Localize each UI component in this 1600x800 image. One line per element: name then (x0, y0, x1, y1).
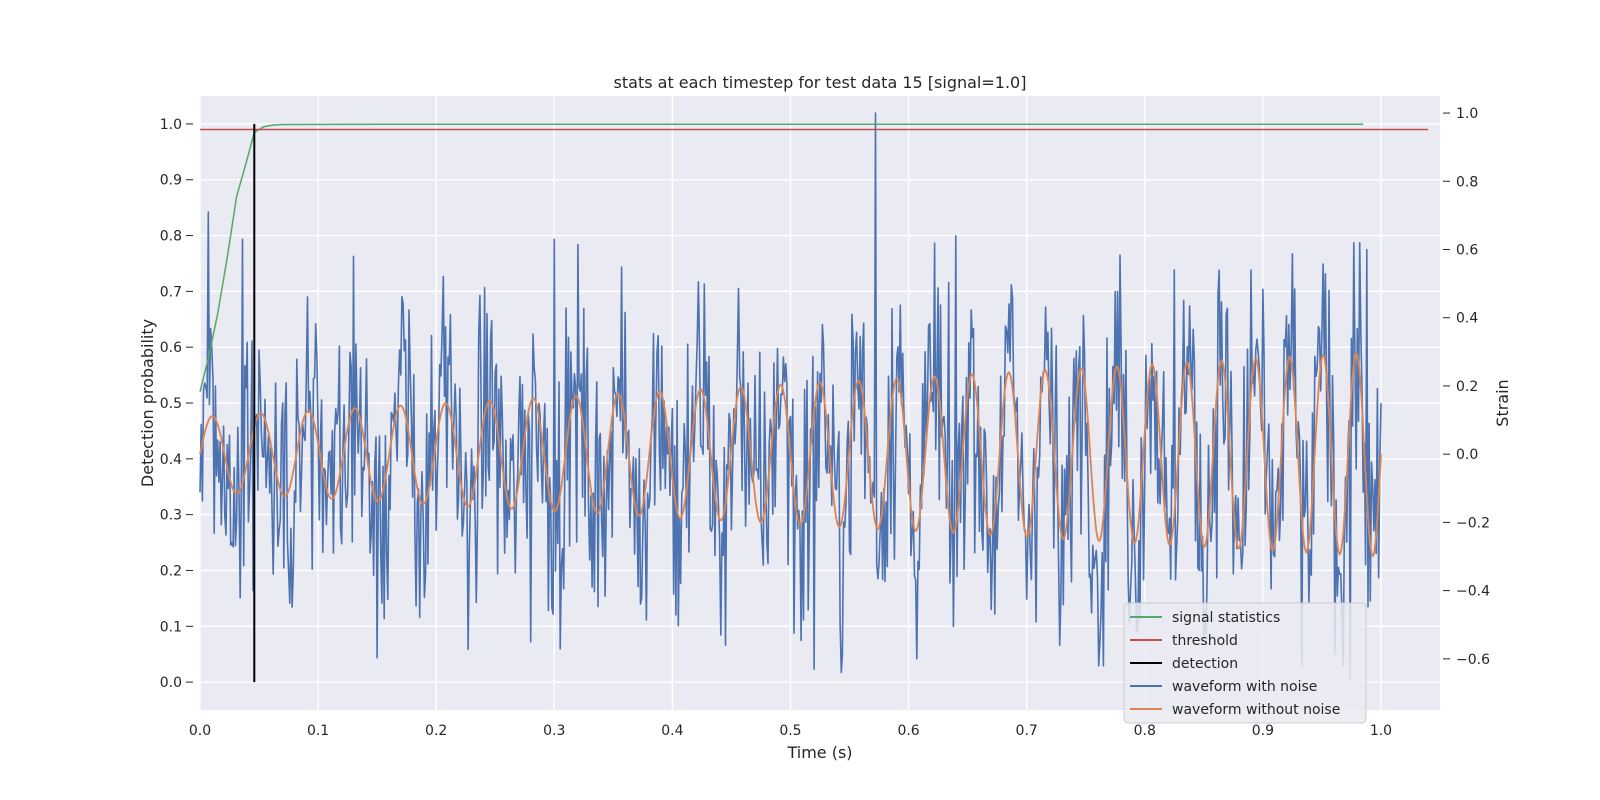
y-right-tick-label: −0.6 (1456, 652, 1490, 668)
y-right-tick-label: −0.2 (1456, 515, 1490, 531)
y-right-tick-label: 0.6 (1456, 243, 1478, 259)
y-right-tick-label: 0.8 (1456, 174, 1478, 190)
series-waveform-with-noise (199, 112, 1382, 681)
x-tick-label: 0.3 (543, 723, 565, 739)
legend-label: detection (1172, 656, 1238, 672)
x-tick-label: 1.0 (1370, 723, 1392, 739)
y-left-tick-label: 0.7 (160, 284, 182, 300)
y-right-tick-label: 0.2 (1456, 379, 1478, 395)
legend: signal statistics threshold detection wavef… (1123, 602, 1367, 724)
legend-label: signal statistics (1172, 610, 1280, 626)
y-left-tick-label: 0.3 (160, 508, 182, 524)
x-tick-label: 0.8 (1134, 723, 1156, 739)
legend-label: waveform with noise (1172, 679, 1317, 695)
y-right-tick-labels: −0.6 −0.4 −0.2 0.0 0.2 0.4 0.6 0.8 1.0 (1443, 106, 1490, 668)
y-axis-label-right: Strain (1493, 379, 1512, 426)
y-left-tick-label: 0.9 (160, 173, 182, 189)
legend-label: waveform without noise (1172, 702, 1340, 718)
y-left-tick-label: 0.1 (160, 619, 182, 635)
x-tick-label: 0.6 (897, 723, 919, 739)
y-left-tick-label: 0.5 (160, 396, 182, 412)
x-tick-labels: 0.0 0.1 0.2 0.3 0.4 0.5 0.6 0.7 0.8 0.9 1.0 (189, 723, 1392, 739)
y-left-tick-label: 0.4 (160, 452, 182, 468)
y-left-tick-label: 1.0 (160, 117, 182, 133)
y-right-tick-label: −0.4 (1456, 584, 1490, 600)
x-tick-label: 0.7 (1016, 723, 1038, 739)
y-left-tick-label: 0.2 (160, 563, 182, 579)
y-right-tick-label: 0.0 (1456, 447, 1478, 463)
y-left-tick-label: 0.6 (160, 340, 182, 356)
x-tick-label: 0.9 (1252, 723, 1274, 739)
y-left-tick-label: 0.0 (160, 675, 182, 691)
y-left-tick-label: 0.8 (160, 229, 182, 245)
x-tick-label: 0.5 (779, 723, 801, 739)
x-tick-label: 0.2 (425, 723, 447, 739)
series-layer (199, 112, 1429, 683)
x-tick-label: 0.4 (661, 723, 683, 739)
series-waveform-without-noise (199, 351, 1382, 558)
y-axis-label-left: Detection probability (138, 319, 157, 487)
x-tick-label: 0.1 (307, 723, 329, 739)
x-tick-label: 0.0 (189, 723, 211, 739)
chart-title: stats at each timestep for test data 15 … (614, 73, 1027, 92)
y-right-tick-label: 0.4 (1456, 311, 1478, 327)
y-left-tick-labels: 0.0 0.1 0.2 0.3 0.4 0.5 0.6 0.7 0.8 0.9 1.0 (160, 117, 193, 691)
x-axis-label: Time (s) (786, 743, 852, 762)
legend-box (1123, 602, 1367, 724)
y-right-tick-label: 1.0 (1456, 106, 1478, 122)
legend-label: threshold (1172, 633, 1238, 649)
